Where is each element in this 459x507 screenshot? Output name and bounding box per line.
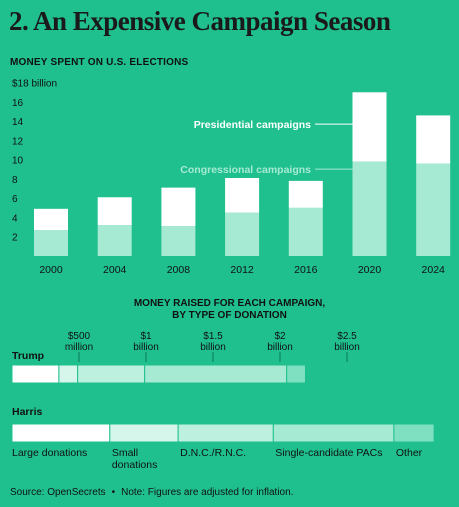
y-tick-label: 6 <box>12 194 18 205</box>
bar-congressional-2004 <box>97 225 132 256</box>
x-tick-label: $500 <box>68 331 91 342</box>
segment-label-small-donations: Small <box>112 447 138 459</box>
bar-harris-d-n-c-r-n-c <box>177 423 274 443</box>
y-tick-label: 8 <box>12 175 18 186</box>
x-tick-label: 2024 <box>422 264 446 276</box>
bar-harris-other <box>393 423 435 443</box>
footnote-separator: • <box>111 487 116 498</box>
x-tick-label: 2020 <box>358 264 382 276</box>
spending-bar-chart: 2 4 6 8 10 12 14 16 $18 billion 2000 2004 2008 2012 2… <box>12 79 451 276</box>
bar-presidential-2008 <box>161 187 196 227</box>
bar-harris-large-donations <box>11 423 111 443</box>
bar-harris-single-candidate-pacs <box>272 423 395 443</box>
y-tick-label: 4 <box>12 213 18 224</box>
x-tick-label: 2016 <box>294 264 318 276</box>
x-tick-label: 2008 <box>167 264 191 276</box>
bar-presidential-2012 <box>225 177 260 213</box>
donation-chart-title-line1: MONEY RAISED FOR EACH CAMPAIGN, <box>133 298 326 309</box>
y-tick-label: 16 <box>12 98 24 109</box>
y-tick-label: $18 billion <box>12 79 57 90</box>
y-tick-label: 2 <box>12 233 18 244</box>
bar-presidential-2016 <box>288 180 323 208</box>
segment-label-d-n-c-r-n-c: D.N.C./R.N.C. <box>180 447 246 459</box>
bar-harris-small-donations <box>109 423 179 443</box>
x-tick-label: $2 <box>274 331 286 342</box>
bar-presidential-2020 <box>352 92 387 162</box>
bar-presidential-2000 <box>34 208 68 230</box>
inflation-note: Note: Figures are adjusted for inflation… <box>121 487 294 498</box>
bar-congressional-2012 <box>225 212 260 256</box>
y-tick-label: 14 <box>12 117 24 128</box>
bar-presidential-2004 <box>97 197 132 226</box>
legend-congressional-label: Congressional campaigns <box>180 164 311 176</box>
segment-label-large-donations: Large donations <box>12 447 87 459</box>
candidate-label-trump: Trump <box>12 350 44 362</box>
bar-congressional-2000 <box>34 229 68 256</box>
x-tick-unit: billion <box>267 342 293 353</box>
x-tick-unit: million <box>65 342 93 353</box>
bar-trump-d-n-c-r-n-c <box>77 364 146 384</box>
x-tick-label: $1 <box>140 331 152 342</box>
segment-label-other: Other <box>396 447 423 459</box>
x-tick-label: $1.5 <box>203 331 223 342</box>
bar-presidential-2024 <box>416 115 451 164</box>
x-tick-label: $2.5 <box>337 331 357 342</box>
candidate-label-harris: Harris <box>12 406 43 418</box>
page-title: 2. An Expensive Campaign Season <box>9 6 391 36</box>
donation-chart-title-line2: BY TYPE OF DONATION <box>172 310 287 321</box>
x-tick-label: 2012 <box>230 264 254 276</box>
bar-trump-small-donations <box>58 364 79 384</box>
segment-label-single-candidate-pacs: Single-candidate PACs <box>275 447 382 459</box>
bar-trump-single-candidate-pacs <box>144 364 288 384</box>
y-tick-label: 12 <box>12 136 24 147</box>
bar-congressional-2020 <box>352 161 387 256</box>
x-tick-unit: billion <box>334 342 360 353</box>
x-tick-label: 2004 <box>103 264 127 276</box>
bar-congressional-2024 <box>416 163 451 256</box>
legend-presidential-label: Presidential campaigns <box>194 119 311 131</box>
source-note: Source: OpenSecrets <box>10 487 106 498</box>
donation-chart-title: MONEY RAISED FOR EACH CAMPAIGN, BY TYPE … <box>0 298 459 322</box>
x-tick-unit: billion <box>133 342 159 353</box>
y-tick-label: 10 <box>12 156 24 167</box>
bar-trump-large-donations <box>11 364 60 384</box>
bar-congressional-2016 <box>288 207 323 256</box>
x-tick-label: 2000 <box>39 264 63 276</box>
chart-subtitle: MONEY SPENT ON U.S. ELECTIONS <box>10 57 189 68</box>
segment-label-small-donations: donations <box>112 459 158 471</box>
footnote: Source: OpenSecrets • Note: Figures are ad… <box>10 487 293 498</box>
x-tick-unit: billion <box>200 342 226 353</box>
bar-congressional-2008 <box>161 226 196 256</box>
bar-trump-other <box>286 364 306 384</box>
